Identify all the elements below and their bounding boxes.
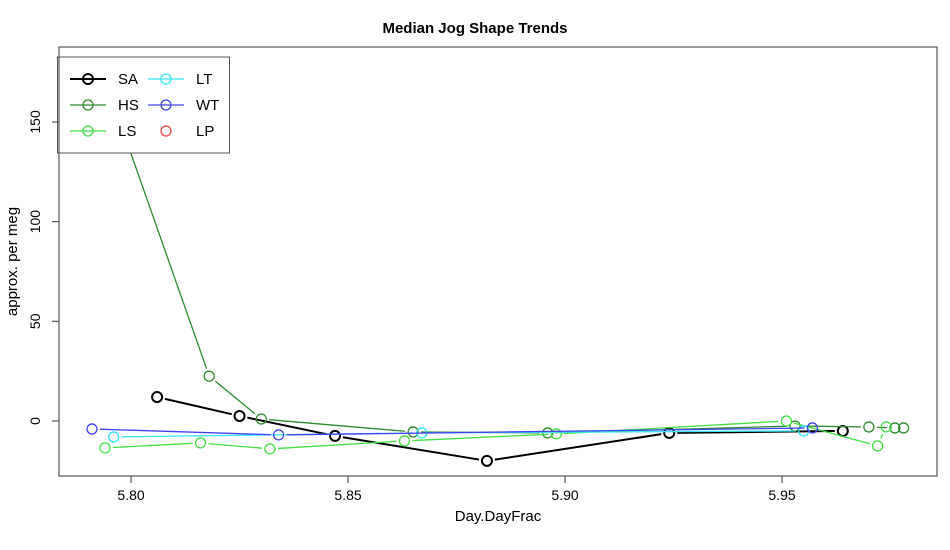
series-line-HS — [803, 425, 861, 428]
x-tick-label: 5.80 — [117, 487, 144, 503]
data-point-WT — [86, 423, 98, 435]
series-line-SA — [247, 416, 328, 436]
x-tick-label: 5.95 — [768, 487, 795, 503]
legend-marker-HS — [82, 99, 94, 111]
y-tick-label: 150 — [27, 110, 43, 134]
x-axis-label: Day.DayFrac — [455, 508, 542, 525]
data-point-LS — [264, 443, 276, 455]
legend-marker-WT — [160, 99, 172, 111]
series-line-SA — [342, 436, 480, 461]
data-point-LS — [880, 421, 892, 433]
data-point-HS — [203, 370, 215, 382]
y-tick-label: 50 — [27, 313, 43, 329]
data-point-LS — [780, 415, 793, 427]
data-point-SA — [836, 424, 849, 437]
plot-box — [58, 46, 938, 477]
legend-label-SA: SA — [118, 71, 138, 88]
x-tick-label: 5.85 — [334, 487, 361, 503]
series-line-LS — [880, 433, 884, 439]
y-tick-label: 100 — [27, 210, 43, 234]
series-line-LS — [112, 442, 193, 449]
legend-label-LS: LS — [118, 123, 136, 140]
series-line-WT — [286, 427, 805, 436]
series-line-WT — [99, 428, 271, 436]
data-point-HS — [255, 413, 267, 425]
y-tick-label: 0 — [27, 417, 43, 425]
series-line-HS — [214, 380, 256, 415]
series-line-HS — [269, 419, 406, 432]
data-point-LS — [398, 435, 411, 447]
data-point-HS — [897, 422, 910, 434]
legend-label-LT: LT — [196, 71, 212, 88]
series-line-SA — [164, 397, 232, 416]
data-point-HS — [863, 421, 875, 433]
data-point-SA — [480, 454, 493, 467]
data-point-LT — [108, 431, 120, 443]
legend-marker-LT — [160, 73, 172, 85]
data-point-WT — [806, 422, 819, 434]
data-point-LS — [99, 442, 111, 454]
data-point-LS — [194, 437, 207, 449]
series-line-LS — [277, 440, 397, 450]
y-axis-label: approx. per meg — [4, 207, 21, 316]
legend-marker-SA — [82, 73, 94, 85]
data-point-SA — [329, 429, 342, 442]
data-point-WT — [272, 429, 285, 441]
chart-title: Median Jog Shape Trends — [382, 20, 568, 37]
legend-label-HS: HS — [118, 97, 139, 114]
series-line-LS — [412, 433, 549, 442]
legend-marker-LS — [82, 125, 94, 137]
legend-label-LP: LP — [196, 123, 214, 140]
series-line-LS — [208, 442, 263, 449]
series-line-SA — [494, 433, 662, 461]
legend-label-WT: WT — [196, 97, 219, 114]
data-point-HS — [407, 426, 419, 438]
data-point-LS — [871, 440, 884, 452]
data-point-SA — [233, 409, 246, 422]
x-tick-label: 5.90 — [551, 487, 578, 503]
data-point-SA — [151, 391, 164, 404]
data-point-HS — [889, 422, 901, 434]
data-point-LS — [550, 428, 563, 440]
legend-marker-LP — [160, 125, 172, 137]
